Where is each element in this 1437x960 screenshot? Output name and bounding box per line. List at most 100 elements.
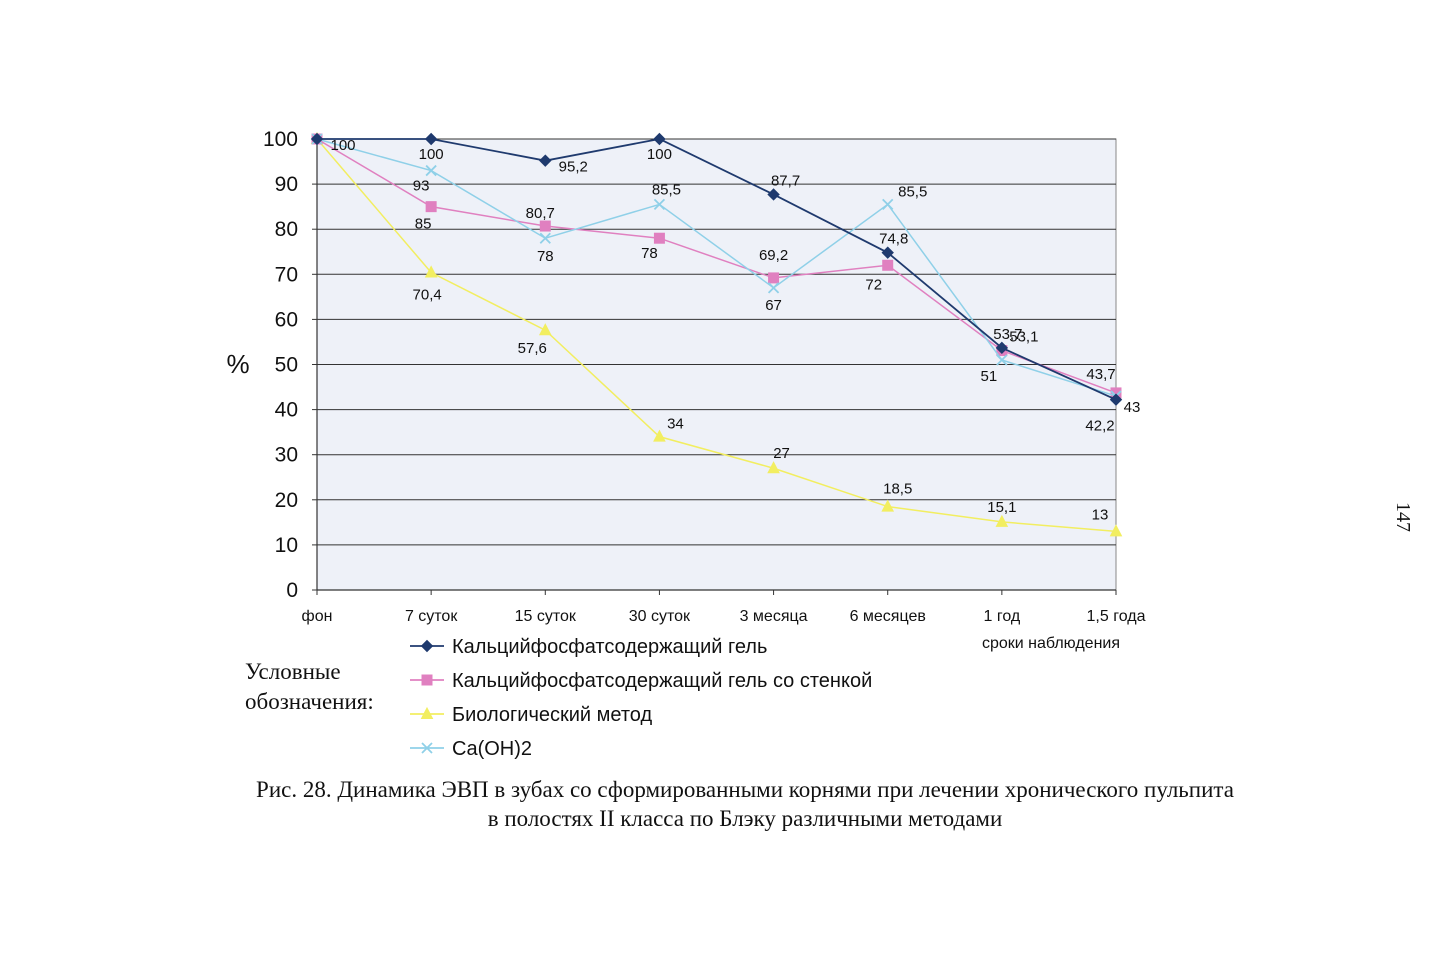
x-tick-label-7: 1,5 года [1087,608,1146,625]
series-3-point-1 [424,265,438,278]
y-tick-label-70: 70 [275,263,298,286]
series-1-point-0 [310,132,324,146]
data-label-s1-5: 74,8 [879,231,908,248]
data-labels: 100 100 95,2 100 87,7 74,8 53,7 42,2 85 80,7 78 69,… [330,137,1140,523]
data-label-s2-7: 43,7 [1086,366,1115,383]
data-label-s1-4: 87,7 [771,172,800,189]
series-2-line [316,138,1117,394]
x-tick-label-4: 3 месяца [740,608,808,625]
series-4-point-5 [882,198,894,211]
data-label-s3-6: 15,1 [987,499,1016,516]
x-tick-label-1: 7 суток [405,608,458,625]
y-axis-title: % [226,349,249,379]
data-label-s2-6: 53,1 [1009,329,1038,346]
data-label-s4-5: 85,5 [898,183,927,200]
series-4-point-2 [539,232,551,244]
data-label-s4-7: 43 [1124,399,1141,416]
legend-marker-4 [421,742,433,754]
x-tick-label-0: фон [302,608,333,625]
data-label-s2-3: 78 [641,245,658,262]
legend-entry-3: Биологический метод [410,704,652,726]
data-label-s1-7: 42,2 [1085,418,1114,435]
series-4-line [316,138,1117,397]
series-2-point-3 [653,232,665,244]
data-label-s1-1: 100 [419,146,444,163]
x-axis-ticks: фон 7 суток 15 суток 30 суток 3 месяца 6 меся… [302,590,1146,625]
y-axis-ticks: 0 10 20 30 40 50 60 70 80 90 100 [263,128,317,602]
x-tick-label-3: 30 суток [629,608,691,625]
data-label-s1-2: 95,2 [559,159,588,176]
data-label-s4-6: 51 [981,368,998,385]
legend: Условные обозначения: Кальцийфосфатсодер… [245,636,872,760]
gridlines [316,138,1116,591]
series-4-point-6 [996,354,1008,366]
figure-caption-line-1: Рис. 28. Динамика ЭВП в зубах со сформир… [256,777,1234,802]
y-tick-label-100: 100 [263,128,298,151]
x-axis-title: сроки наблюдения [982,635,1120,652]
y-tick-label-30: 30 [275,444,298,467]
data-label-s3-2: 57,6 [518,340,547,357]
legend-marker-2 [421,674,433,686]
series-1-point-7 [1109,393,1123,406]
series-1-point-3 [653,132,666,146]
figure-caption-line-2: в полостях II класса по Блэку различными… [488,806,1003,831]
series-3-point-7 [1109,524,1123,537]
legend-label-3: Биологический метод [452,704,652,726]
data-label-s1-6: 53,7 [993,326,1022,343]
series-3-point-3 [653,429,666,442]
y-tick-label-80: 80 [275,218,298,241]
data-label-s2-5: 72 [865,276,882,293]
legend-label-2: Кальцийфосфатсодержащий гель со стенкой [452,670,872,692]
data-label-s4-2: 78 [537,248,554,265]
x-tick-label-5: 6 месяцев [850,608,926,625]
series-2-point-1 [425,201,437,213]
data-label-s2-1: 85 [415,216,432,233]
series-1-point-2 [539,154,552,167]
legend-marker-3 [420,706,434,719]
legend-label-1: Кальцийфосфатсодержащий гель [452,636,767,658]
data-label-s2-2: 80,7 [526,205,555,222]
series-4-point-3 [653,198,666,211]
legend-heading-line-1: Условные [245,659,341,684]
data-label-s3-7: 13 [1092,506,1109,523]
legend-label-4: Ca(OH)2 [452,738,532,760]
data-label-s1-0: 100 [330,137,355,154]
series-1-point-4 [767,188,780,201]
legend-heading-line-2: обозначения: [245,689,374,714]
series-1-point-5 [881,246,894,259]
series-2-point-2 [539,220,551,232]
series-3-point-4 [767,461,780,474]
series-4-point-1 [425,164,437,177]
data-label-s3-3: 34 [667,416,684,433]
y-tick-label-60: 60 [275,308,298,331]
data-label-s4-3: 85,5 [652,181,681,198]
series-3-point-2 [538,323,552,336]
series-3-point-5 [881,499,895,512]
x-tick-label-6: 1 год [983,608,1020,625]
y-tick-label-10: 10 [275,534,298,557]
legend-entry-1: Кальцийфосфатсодержащий гель [410,636,767,658]
series-3-line [316,138,1117,533]
y-tick-label-40: 40 [275,399,298,422]
series-2-point-4 [768,272,780,284]
series-2-point-5 [882,259,894,271]
y-tick-label-20: 20 [275,489,298,512]
series-1 [310,132,1123,406]
page-number: 147 [1392,502,1414,532]
legend-entry-4: Ca(OH)2 [410,738,532,760]
series-1-point-1 [424,132,438,146]
x-tick-label-2: 15 суток [515,608,577,625]
data-label-s2-4: 69,2 [759,247,788,264]
series-3-point-6 [995,514,1009,527]
data-label-s4-4: 67 [765,297,782,314]
data-label-s4-1: 93 [413,178,430,195]
legend-marker-1 [420,639,434,653]
series-1-line [317,138,1117,401]
legend-entry-2: Кальцийфосфатсодержащий гель со стенкой [410,670,872,692]
y-tick-label-0: 0 [286,579,298,602]
series-4-point-4 [767,282,780,294]
series-1-point-6 [995,341,1009,355]
data-label-s3-1: 70,4 [413,286,442,303]
data-label-s1-3: 100 [647,146,672,163]
